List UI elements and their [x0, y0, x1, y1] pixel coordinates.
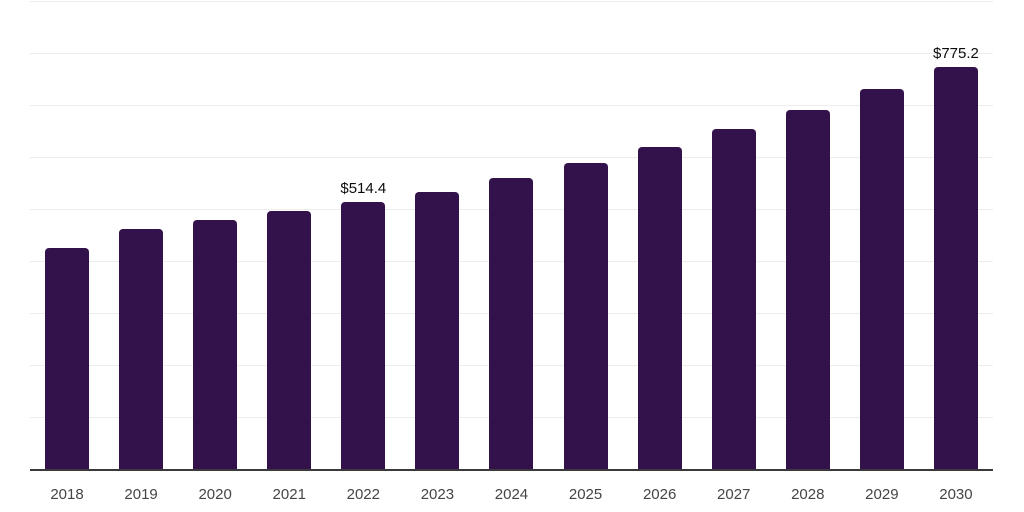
- data-label-2022: $514.4: [340, 180, 387, 198]
- x-axis-line: [30, 469, 993, 471]
- x-tick-label-2029: 2029: [865, 486, 899, 503]
- bar-2020[interactable]: [193, 220, 238, 470]
- x-tick-label-2027: 2027: [717, 486, 751, 503]
- bar-slot-2025: 2025: [563, 0, 608, 502]
- bar-slot-2018: 2018: [45, 0, 89, 502]
- data-label-2030: $775.2: [932, 44, 979, 62]
- bar-2026[interactable]: [637, 146, 682, 470]
- bar-slot-2027: 2027: [711, 0, 756, 502]
- bar-2027[interactable]: [711, 129, 756, 470]
- x-tick-label-2022: 2022: [346, 486, 380, 503]
- bar-slot-2029: 2029: [859, 0, 904, 502]
- bars-row: 2018 2019 2020 2021 $514.4 2022 2023 2024 2025 20…: [30, 0, 993, 502]
- gridline-800: [30, 52, 993, 54]
- bar-slot-2023: 2023: [415, 0, 460, 502]
- plot-area: 2018 2019 2020 2021 $514.4 2022 2023 2024 2025 20…: [30, 0, 993, 502]
- gridline-900: [30, 0, 993, 2]
- x-tick-label-2019: 2019: [124, 486, 158, 503]
- x-tick-label-2026: 2026: [642, 486, 677, 503]
- bar-2024[interactable]: [489, 178, 534, 470]
- bar-2030[interactable]: [933, 66, 978, 470]
- x-tick-label-2030: 2030: [939, 486, 973, 503]
- bar-2019[interactable]: [119, 228, 164, 470]
- bar-slot-2020: 2020: [193, 0, 238, 502]
- bar-2021[interactable]: [267, 211, 312, 470]
- bar-slot-2028: 2028: [785, 0, 830, 502]
- bar-2029[interactable]: [859, 89, 904, 470]
- x-tick-label-2025: 2025: [568, 486, 603, 503]
- bar-slot-2019: 2019: [119, 0, 164, 502]
- x-tick-label-2021: 2021: [272, 486, 306, 503]
- bar-slot-2026: 2026: [637, 0, 682, 502]
- x-tick-label-2028: 2028: [791, 486, 825, 503]
- bar-2028[interactable]: [785, 110, 830, 470]
- bar-slot-2021: 2021: [267, 0, 312, 502]
- x-tick-label-2020: 2020: [198, 486, 232, 503]
- bar-slot-2024: 2024: [489, 0, 534, 502]
- bar-slot-2030: $775.2 2030: [932, 0, 979, 502]
- x-tick-label-2023: 2023: [420, 486, 455, 503]
- gridline-600: [30, 156, 993, 158]
- bar-slot-2022: $514.4 2022: [340, 0, 387, 502]
- bar-2025[interactable]: [563, 162, 608, 470]
- bar-2022[interactable]: [341, 202, 386, 470]
- gridline-700: [30, 104, 993, 106]
- x-tick-label-2018: 2018: [50, 486, 84, 503]
- bar-2023[interactable]: [415, 191, 460, 470]
- x-tick-label-2024: 2024: [494, 486, 529, 503]
- bar-2018[interactable]: [45, 248, 89, 470]
